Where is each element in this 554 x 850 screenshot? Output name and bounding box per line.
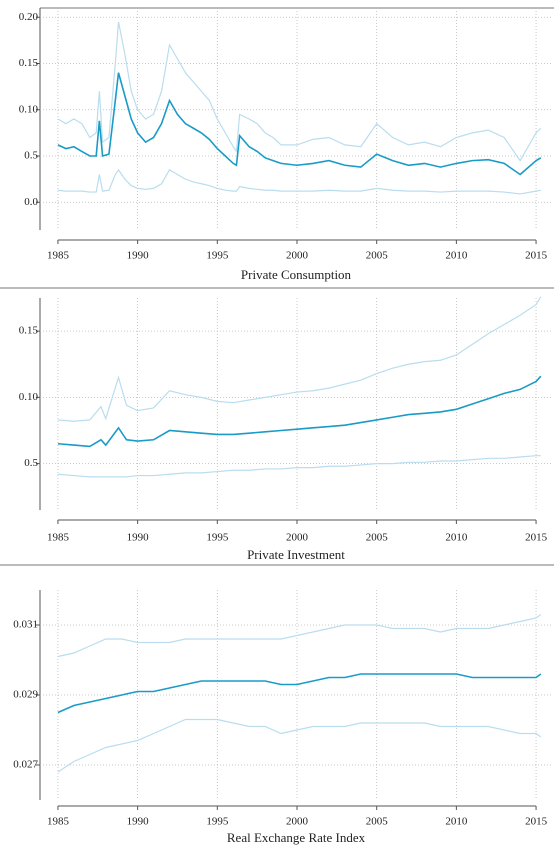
y-tick-label: 0.10 <box>19 103 39 115</box>
x-tick-label: 2000 <box>286 250 309 262</box>
y-tick-label: 0.027 <box>13 759 38 771</box>
x-tick-label: 1990 <box>127 532 150 544</box>
series-line <box>57 296 542 422</box>
series-line <box>57 614 542 658</box>
x-tick-label: 1990 <box>127 816 150 828</box>
x-tick-label: 2015 <box>525 532 548 544</box>
x-tick-label: 2010 <box>445 816 468 828</box>
x-tick-label: 2005 <box>366 250 389 262</box>
x-tick-label: 1985 <box>47 816 70 828</box>
series-line <box>57 375 542 448</box>
series-line <box>57 718 542 773</box>
y-tick-label: 0.031 <box>13 619 38 631</box>
y-tick-label: 0.029 <box>13 689 38 701</box>
x-tick-label: 1995 <box>206 532 229 544</box>
y-tick-label: 0.5 <box>24 457 38 469</box>
series-line <box>57 72 542 176</box>
x-tick-label: 2000 <box>286 532 309 544</box>
series-line <box>57 455 541 478</box>
y-tick-label: 0.10 <box>19 391 39 403</box>
x-tick-label: 2010 <box>445 250 468 262</box>
y-tick-label: 0.5 <box>24 150 38 162</box>
panel-title: Private Investment <box>247 547 345 562</box>
x-tick-label: 2005 <box>366 532 389 544</box>
x-tick-label: 2015 <box>525 816 548 828</box>
panel-title: Private Consumption <box>241 267 352 282</box>
x-tick-label: 2015 <box>525 250 548 262</box>
x-tick-label: 1990 <box>127 250 150 262</box>
x-tick-label: 1995 <box>206 816 229 828</box>
x-tick-label: 2000 <box>286 816 309 828</box>
x-tick-label: 2005 <box>366 816 389 828</box>
y-tick-label: 0.20 <box>19 11 39 23</box>
y-tick-label: 0.15 <box>19 325 39 337</box>
series-line <box>57 168 541 195</box>
x-tick-label: 1985 <box>47 532 70 544</box>
series-line <box>57 673 542 714</box>
panel-title: Real Exchange Rate Index <box>227 830 366 845</box>
x-tick-label: 1995 <box>206 250 229 262</box>
y-tick-label: 0.15 <box>19 57 39 69</box>
series-line <box>57 21 542 162</box>
y-tick-label: 0.0 <box>24 196 38 208</box>
x-tick-label: 1985 <box>47 250 70 262</box>
x-tick-label: 2010 <box>445 532 468 544</box>
